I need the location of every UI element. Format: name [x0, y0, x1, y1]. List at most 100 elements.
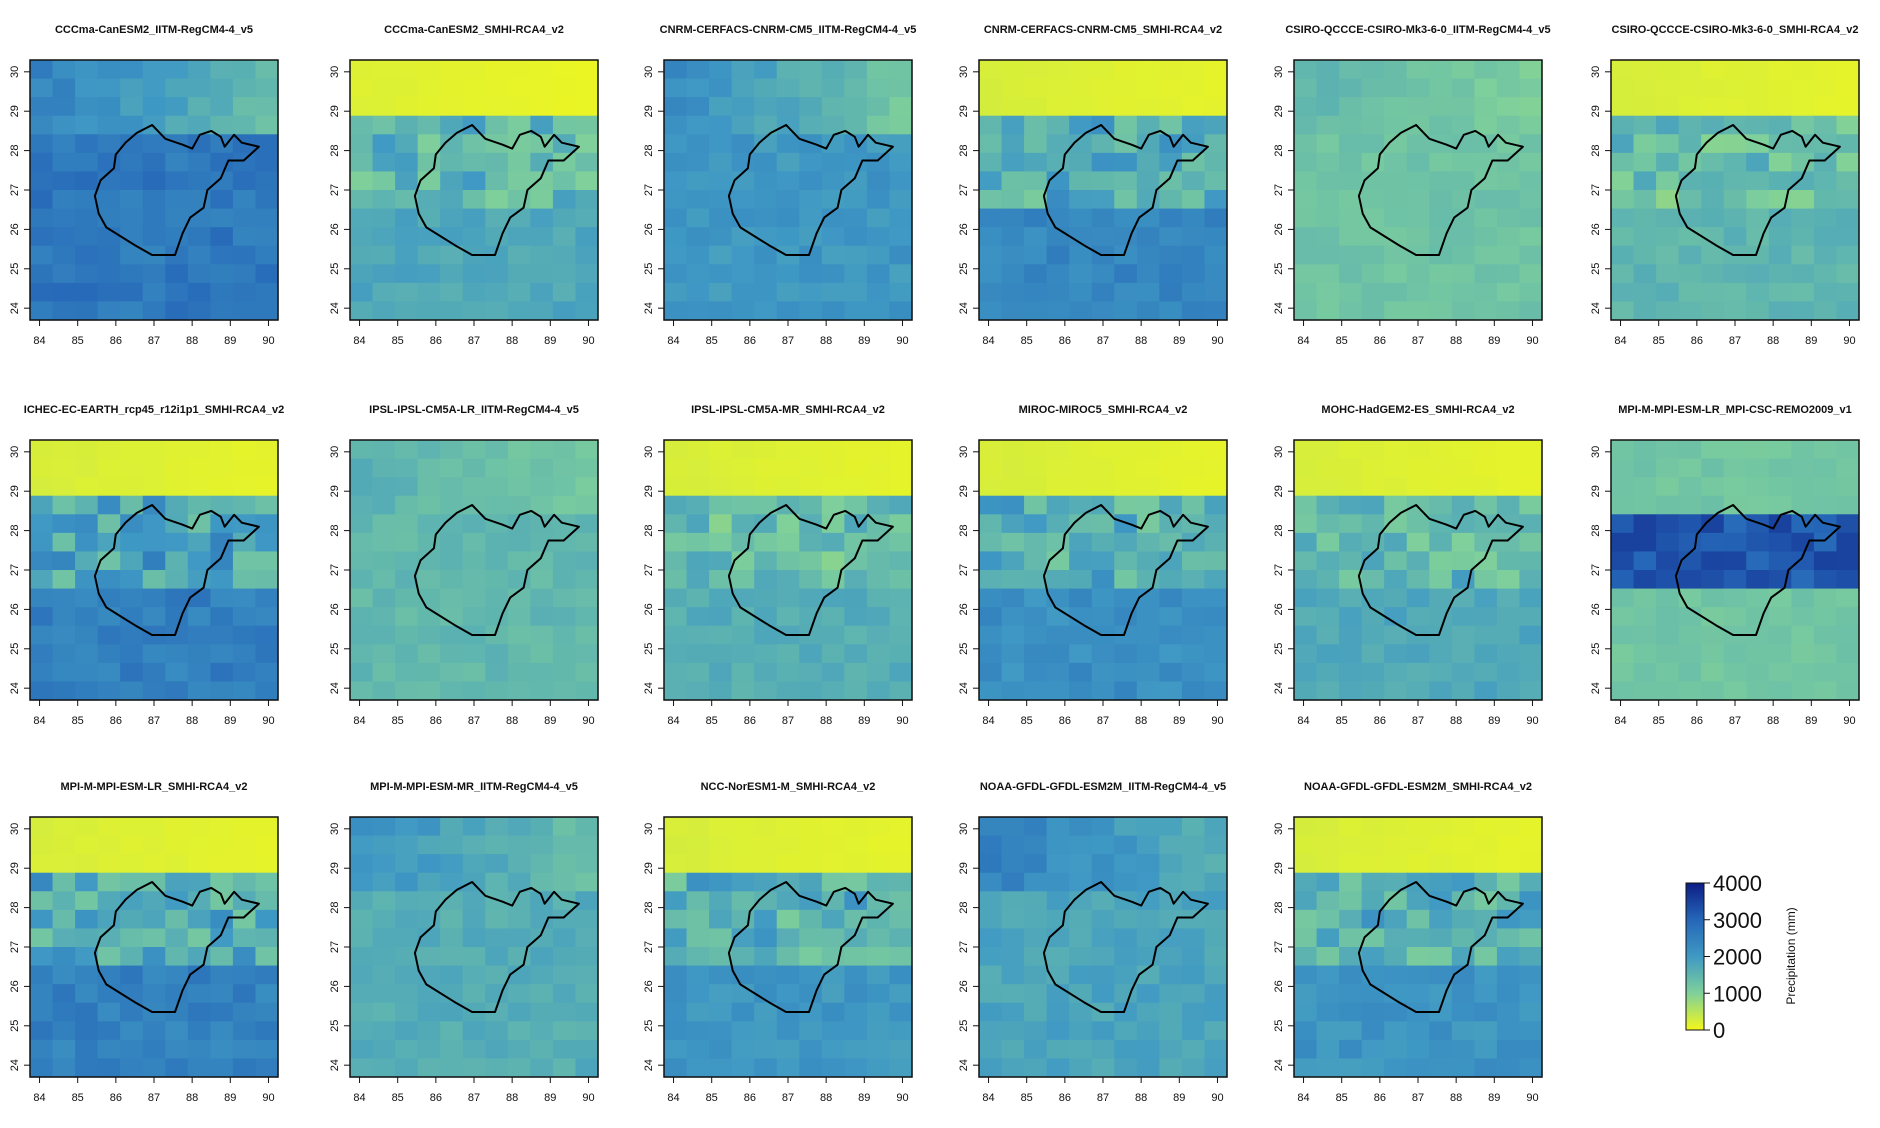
heatmap-cell — [1024, 965, 1048, 985]
heatmap-cell — [1474, 1021, 1498, 1041]
heatmap-cell — [821, 607, 845, 627]
heatmap-cell — [1204, 965, 1228, 985]
heatmap-cell — [30, 1039, 54, 1060]
heatmap-cell — [686, 835, 710, 855]
x-tick-label: 86 — [744, 335, 756, 347]
basin-outline — [1042, 504, 1209, 636]
heatmap-cell — [552, 551, 577, 571]
y-tick-label: 28 — [9, 901, 21, 913]
heatmap-cell — [1136, 440, 1160, 460]
heatmap-cell — [979, 477, 1003, 497]
heatmap-cell — [799, 588, 823, 608]
heatmap-cell — [844, 532, 868, 553]
heatmap-cell — [664, 984, 688, 1004]
heatmap-cell — [165, 115, 189, 135]
heatmap-cell — [75, 1058, 99, 1078]
heatmap-cell — [232, 588, 257, 608]
heatmap-cell — [1496, 264, 1521, 284]
heatmap-cell — [255, 1058, 279, 1078]
heatmap-cell — [1294, 662, 1318, 683]
heatmap-cell — [1813, 532, 1838, 553]
heatmap-cell — [1001, 78, 1025, 98]
heatmap-cell — [889, 872, 913, 892]
heatmap-cell — [776, 909, 800, 930]
heatmap-cell — [462, 440, 486, 460]
heatmap-cell — [799, 1039, 823, 1060]
heatmap-cell — [1519, 97, 1543, 117]
x-tick-label: 84 — [33, 335, 45, 347]
x-tick-label: 89 — [544, 335, 556, 347]
x-tick-label: 84 — [667, 715, 679, 727]
heatmap-cell — [1791, 78, 1815, 98]
heatmap-cell — [52, 965, 76, 985]
heatmap-cell — [776, 607, 800, 627]
heatmap-cell — [350, 625, 374, 645]
heatmap-cell — [1316, 1039, 1340, 1060]
heatmap-cell — [350, 134, 374, 154]
heatmap-cell — [417, 514, 441, 534]
y-tick-label: 28 — [9, 144, 21, 156]
heatmap-cell — [1723, 644, 1747, 664]
heatmap-cell — [1451, 872, 1475, 892]
heatmap-cell — [575, 817, 599, 837]
heatmap-cell — [754, 1039, 778, 1060]
heatmap-cell — [1114, 644, 1138, 664]
heatmap-cell — [530, 928, 554, 948]
heatmap-cell — [1633, 551, 1657, 571]
heatmap-cell — [142, 835, 166, 855]
heatmap-cell — [485, 532, 509, 553]
heatmap-cell — [1181, 928, 1206, 948]
heatmap-cell — [30, 835, 54, 855]
heatmap-cell — [530, 909, 554, 930]
heatmap-cell — [799, 1021, 823, 1041]
heatmap-cell — [1768, 477, 1792, 497]
heatmap-cell — [97, 1058, 121, 1078]
heatmap-cell — [1406, 134, 1430, 154]
heatmap-cell — [776, 514, 800, 534]
heatmap-cell — [372, 1058, 396, 1078]
heatmap-cell — [142, 1021, 166, 1041]
heatmap-cell — [1746, 588, 1770, 608]
heatmap-cell — [165, 208, 189, 228]
heatmap-cell — [395, 458, 419, 478]
heatmap-cell — [821, 835, 845, 855]
heatmap-cell — [1339, 607, 1363, 627]
heatmap-cell — [417, 245, 441, 265]
heatmap-cell — [350, 97, 374, 117]
heatmap-cell — [165, 514, 189, 534]
heatmap-cell — [462, 607, 486, 627]
heatmap-cell — [1611, 152, 1635, 173]
heatmap-cell — [1339, 909, 1363, 930]
heatmap-cell — [1384, 60, 1408, 80]
y-tick-label: 29 — [958, 105, 970, 117]
heatmap-cell — [731, 60, 755, 80]
heatmap-cell — [866, 835, 891, 855]
heatmap-cell — [552, 1002, 577, 1022]
heatmap-cell — [552, 190, 577, 210]
heatmap-cell — [1204, 872, 1228, 892]
heatmap-cell — [1791, 495, 1815, 515]
x-tick-label: 89 — [1173, 335, 1185, 347]
heatmap-cell — [1069, 115, 1093, 135]
heatmap-cell — [664, 625, 688, 645]
heatmap-cell — [1316, 607, 1340, 627]
basin-outline — [727, 881, 894, 1013]
y-tick-label: 26 — [9, 603, 21, 615]
heatmap-cell — [731, 245, 755, 265]
heatmap-cell — [821, 301, 845, 321]
heatmap-cell — [187, 60, 211, 80]
heatmap-cell — [210, 551, 234, 571]
heatmap-cell — [1451, 115, 1475, 135]
x-tick-label: 86 — [110, 335, 122, 347]
heatmap-cell — [1204, 644, 1228, 664]
heatmap-cell — [575, 872, 599, 892]
heatmap-cell — [1519, 458, 1543, 478]
heatmap-cell — [1451, 458, 1475, 478]
heatmap-cell — [1519, 440, 1543, 460]
heatmap-cell — [507, 891, 531, 911]
heatmap-cell — [372, 662, 396, 683]
heatmap-cell — [1656, 681, 1680, 701]
basin-outline — [1357, 504, 1524, 636]
heatmap-cell — [821, 78, 845, 98]
heatmap-cell — [255, 607, 279, 627]
